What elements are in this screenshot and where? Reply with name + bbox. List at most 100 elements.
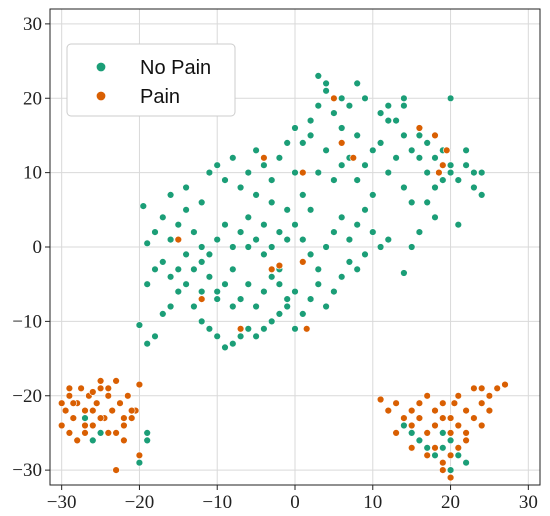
data-point xyxy=(439,444,447,452)
data-point xyxy=(252,146,260,155)
data-point xyxy=(65,392,74,400)
data-point xyxy=(446,414,455,422)
data-point xyxy=(454,444,462,452)
data-point xyxy=(57,421,66,430)
data-point xyxy=(408,243,416,251)
data-point xyxy=(338,273,346,281)
x-tick-label: 0 xyxy=(290,492,300,513)
data-point xyxy=(236,183,245,192)
data-point xyxy=(182,280,190,288)
data-point xyxy=(478,168,486,177)
data-point xyxy=(252,302,260,311)
x-tick-label: −10 xyxy=(202,492,232,513)
data-point xyxy=(174,265,183,273)
data-point xyxy=(229,302,237,311)
data-point xyxy=(81,429,89,437)
y-tick-label: 30 xyxy=(23,14,42,35)
data-point xyxy=(400,101,408,110)
data-point xyxy=(376,395,385,404)
data-point xyxy=(260,221,268,229)
data-point xyxy=(159,213,167,222)
data-point xyxy=(135,459,144,467)
data-point xyxy=(268,176,276,184)
data-point xyxy=(369,228,377,236)
data-point xyxy=(291,325,299,333)
data-point xyxy=(299,139,307,147)
data-point xyxy=(73,436,81,445)
data-point xyxy=(353,265,361,273)
data-point xyxy=(96,429,105,437)
data-point xyxy=(439,399,447,407)
data-point xyxy=(431,421,439,430)
y-tick-label: −10 xyxy=(12,311,42,332)
data-point xyxy=(415,124,424,132)
data-point xyxy=(291,221,299,229)
data-point xyxy=(330,228,338,236)
x-tick-label: 30 xyxy=(519,492,538,513)
data-point xyxy=(116,399,124,407)
data-point xyxy=(306,131,315,140)
data-point xyxy=(229,265,237,273)
data-point xyxy=(431,213,439,222)
data-point xyxy=(190,302,198,311)
data-point xyxy=(96,377,105,385)
data-point xyxy=(470,168,478,177)
data-point xyxy=(268,265,276,273)
data-point xyxy=(112,466,120,474)
data-point xyxy=(330,287,338,296)
data-point xyxy=(470,384,478,392)
data-point xyxy=(299,310,307,318)
data-point xyxy=(423,139,431,147)
data-point xyxy=(384,235,392,244)
data-point xyxy=(306,116,315,125)
data-point xyxy=(299,168,307,177)
data-point xyxy=(446,466,455,474)
data-point xyxy=(408,429,416,437)
legend-label-no-pain: No Pain xyxy=(140,57,211,79)
data-point xyxy=(338,94,346,103)
data-point xyxy=(283,206,291,214)
data-point xyxy=(182,183,190,192)
data-point xyxy=(166,273,175,281)
data-point xyxy=(439,414,447,422)
data-point xyxy=(291,287,299,296)
data-point xyxy=(198,243,206,251)
data-point xyxy=(81,421,89,430)
data-point xyxy=(376,109,385,117)
data-point xyxy=(462,161,470,169)
data-point xyxy=(384,116,392,125)
data-point xyxy=(501,380,509,389)
data-point xyxy=(349,154,357,162)
data-point xyxy=(454,392,462,400)
data-point xyxy=(236,228,245,236)
data-point xyxy=(431,444,439,452)
data-point xyxy=(236,295,245,303)
data-point xyxy=(221,343,229,352)
x-tick-label: 10 xyxy=(363,492,382,513)
tick-labels: −30 −20 −10 0 10 20 30 −30 −20 −10 0 10 20 30 xyxy=(12,14,538,513)
data-point xyxy=(112,429,120,437)
data-point xyxy=(283,235,291,244)
data-point xyxy=(450,399,459,407)
legend-label-pain: Pain xyxy=(140,86,180,108)
data-point xyxy=(213,287,221,296)
data-point xyxy=(322,79,330,88)
data-point xyxy=(306,250,315,259)
data-point xyxy=(143,340,151,348)
data-point xyxy=(338,161,346,169)
data-point xyxy=(213,332,221,340)
data-point xyxy=(446,436,455,445)
x-tick-label: −20 xyxy=(125,492,155,513)
data-point xyxy=(446,451,455,459)
data-point xyxy=(485,392,494,400)
data-point xyxy=(439,459,447,467)
data-point xyxy=(135,380,144,389)
data-point xyxy=(330,109,338,117)
data-point xyxy=(306,206,315,214)
data-point xyxy=(400,131,408,140)
data-point xyxy=(166,302,175,311)
data-point xyxy=(361,250,369,259)
data-point xyxy=(493,384,501,392)
data-point xyxy=(244,168,253,177)
data-point xyxy=(198,198,206,207)
